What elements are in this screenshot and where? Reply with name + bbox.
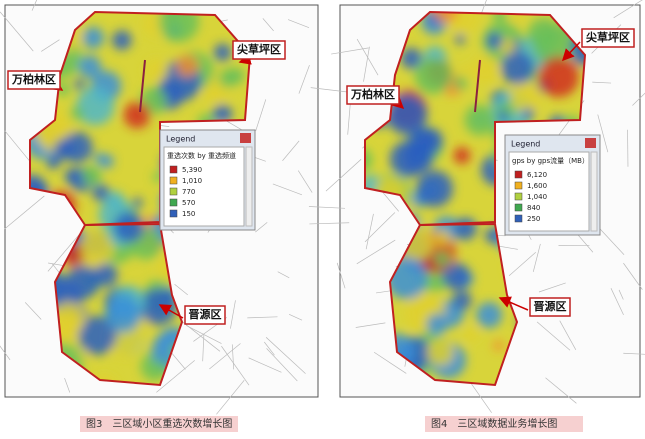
- legend-window: Legend 重选次数 by 重选频道 5,390 1,010 770 570 150: [160, 130, 255, 230]
- legend-swatch: [515, 182, 522, 189]
- heat-blob: [66, 265, 100, 299]
- heat-blob: [176, 55, 198, 77]
- legend-close: [585, 138, 596, 148]
- district-label: 晋源区: [534, 299, 567, 313]
- heat-blob: [427, 339, 454, 366]
- heat-blob: [416, 170, 453, 207]
- heat-blob: [132, 198, 142, 208]
- legend-swatch: [170, 210, 177, 217]
- heat-blob: [476, 302, 502, 328]
- legend-field: gps by gps流量（MB）: [512, 156, 589, 165]
- heat-blob: [538, 57, 579, 98]
- heat-blob: [510, 81, 542, 113]
- legend-value: 770: [182, 188, 195, 196]
- heat-blob: [82, 27, 104, 49]
- legend-field: 重选次数 by 重选频道: [167, 151, 236, 160]
- heat-blob: [78, 55, 101, 78]
- legend-swatch: [515, 204, 522, 211]
- heat-blob: [74, 79, 85, 90]
- legend-value: 840: [527, 204, 540, 212]
- heat-blob: [106, 191, 124, 209]
- legend-value: 250: [527, 215, 540, 223]
- legend-value: 1,600: [527, 182, 547, 190]
- heat-blob: [415, 57, 452, 94]
- heat-blob: [493, 340, 504, 351]
- legend-swatch: [170, 199, 177, 206]
- heat-blob: [47, 158, 58, 169]
- legend-value: 1,010: [182, 177, 202, 185]
- heat-blob: [453, 291, 472, 310]
- district-label: 尖草坪区: [586, 30, 630, 44]
- legend-swatch: [515, 215, 522, 222]
- district-label: 万柏林区: [11, 72, 56, 86]
- heat-blob: [114, 212, 144, 242]
- heat-blob: [112, 30, 132, 50]
- heat-blob: [501, 51, 535, 85]
- heat-blob: [455, 34, 465, 44]
- heat-blob: [498, 111, 508, 121]
- figure-caption: 图3 三区域小区重选次数增长图: [86, 417, 232, 430]
- district-label: 尖草坪区: [237, 42, 281, 56]
- legend-scrollbar: [246, 147, 252, 226]
- legend-value: 6,120: [527, 171, 547, 179]
- heat-blob: [528, 18, 560, 50]
- heat-blob: [408, 128, 436, 156]
- heat-blob: [214, 44, 232, 62]
- legend-value: 150: [182, 210, 195, 218]
- heat-blob: [426, 314, 447, 335]
- heat-blob: [454, 76, 468, 90]
- heat-blob: [124, 102, 151, 129]
- heat-blob: [486, 32, 503, 49]
- heat-blob: [454, 218, 477, 241]
- figure-caption: 图4 三区域数据业务增长图: [431, 417, 557, 430]
- heat-blob: [470, 55, 499, 84]
- heat-blob: [218, 69, 237, 88]
- heat-blob: [435, 230, 451, 246]
- legend-value: 5,390: [182, 166, 202, 174]
- heat-blob: [105, 296, 141, 332]
- heat-blob: [76, 87, 114, 125]
- legend-title: Legend: [166, 135, 195, 144]
- legend-swatch: [170, 177, 177, 184]
- legend-swatch: [515, 171, 522, 178]
- heat-blob: [94, 153, 104, 163]
- legend-swatch: [170, 188, 177, 195]
- heat-blob: [464, 105, 495, 136]
- heat-blob: [460, 66, 471, 77]
- legend-swatch: [515, 193, 522, 200]
- legend-value: 570: [182, 199, 195, 207]
- legend-title: Legend: [511, 140, 540, 149]
- district-label: 万柏林区: [350, 87, 395, 101]
- district-label: 晋源区: [189, 307, 222, 321]
- heat-blob: [464, 327, 479, 342]
- heat-blob: [54, 139, 74, 159]
- heat-blob: [145, 58, 168, 81]
- heat-blob: [523, 108, 534, 119]
- legend-scrollbar: [591, 152, 597, 231]
- legend-window: Legend gps by gps流量（MB） 6,120 1,600 1,040 840…: [505, 135, 600, 235]
- legend-swatch: [170, 166, 177, 173]
- legend-value: 1,040: [527, 193, 547, 201]
- heat-blob: [82, 166, 102, 186]
- heat-blob: [70, 106, 85, 121]
- heat-blob: [454, 147, 471, 164]
- heat-blob: [434, 251, 449, 266]
- legend-close: [240, 133, 251, 143]
